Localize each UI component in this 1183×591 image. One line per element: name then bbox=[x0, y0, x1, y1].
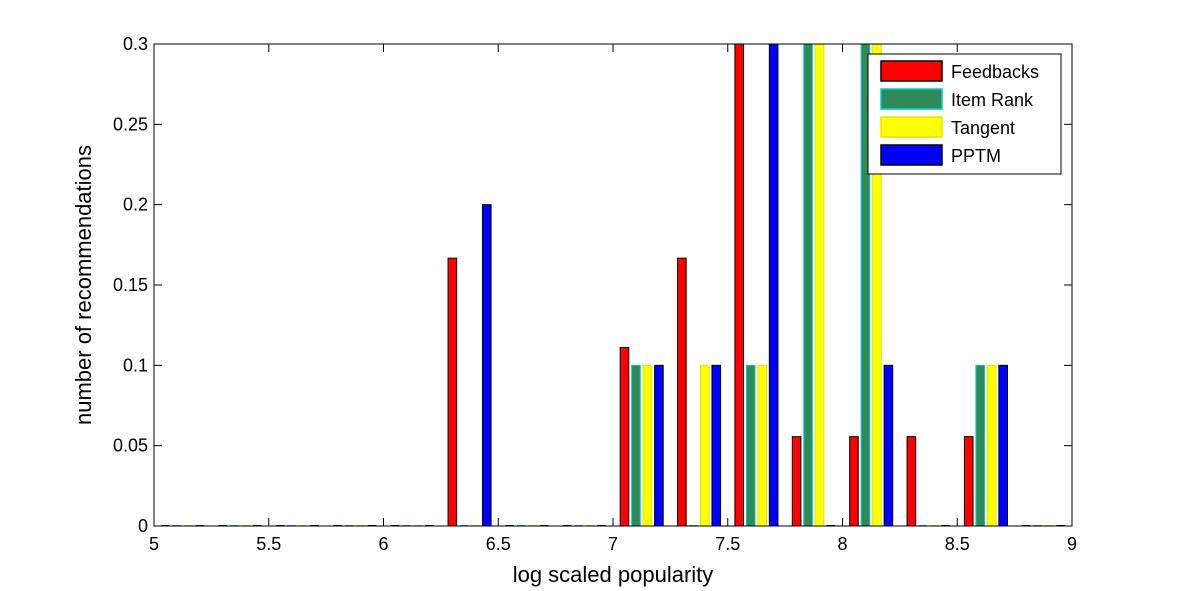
bar-item-rank bbox=[745, 364, 756, 526]
x-tick-label: 6.5 bbox=[486, 534, 511, 554]
bar-item-rank bbox=[975, 364, 986, 526]
bar-tangent bbox=[986, 364, 997, 526]
bar-feedbacks bbox=[791, 436, 802, 526]
y-tick-label: 0.25 bbox=[113, 114, 148, 134]
x-tick-label: 7.5 bbox=[715, 534, 740, 554]
legend-label: PPTM bbox=[951, 146, 1001, 166]
x-tick-label: 8 bbox=[837, 534, 847, 554]
legend-swatch-feedbacks bbox=[880, 60, 943, 82]
x-axis: 5 5.5 6 6.5 7 7.5 8 8.5 9 bbox=[149, 44, 1077, 554]
bar-item-rank bbox=[803, 44, 813, 526]
x-tick-label: 6 bbox=[378, 534, 388, 554]
legend-swatch-pptm bbox=[880, 144, 943, 166]
bar-tangent bbox=[872, 44, 882, 526]
bar-pptm bbox=[998, 364, 1008, 526]
bar-feedbacks bbox=[619, 347, 630, 526]
bar-group bbox=[447, 44, 1008, 526]
bar-pptm bbox=[654, 364, 664, 526]
legend-label: Feedbacks bbox=[951, 62, 1039, 82]
bar-item-rank bbox=[860, 44, 871, 526]
bar-tangent bbox=[757, 364, 767, 526]
bar-feedbacks bbox=[849, 436, 859, 526]
bar-feedbacks bbox=[447, 257, 458, 526]
bar-feedbacks bbox=[734, 44, 745, 526]
x-tick-label: 8.5 bbox=[945, 534, 970, 554]
legend-swatch-tangent bbox=[880, 116, 943, 138]
bar-feedbacks bbox=[677, 257, 687, 526]
x-tick-label: 9 bbox=[1067, 534, 1077, 554]
y-axis: 0 0.05 0.1 0.15 0.2 0.25 0.3 bbox=[113, 34, 1072, 536]
bar-tangent bbox=[700, 364, 710, 526]
y-tick-label: 0.2 bbox=[123, 195, 148, 215]
y-tick-label: 0.1 bbox=[123, 355, 148, 375]
legend: Feedbacks Item Rank Tangent PPTM bbox=[867, 53, 1062, 175]
x-axis-label: log scaled popularity bbox=[513, 562, 714, 587]
y-tick-label: 0.3 bbox=[123, 34, 148, 54]
bar-pptm bbox=[768, 44, 779, 526]
bar-pptm bbox=[481, 204, 492, 526]
legend-label: Tangent bbox=[951, 118, 1015, 138]
legend-label: Item Rank bbox=[951, 90, 1034, 110]
x-tick-label: 5 bbox=[149, 534, 159, 554]
bar-tangent bbox=[642, 364, 653, 526]
y-tick-label: 0 bbox=[138, 516, 148, 536]
bar-item-rank bbox=[631, 364, 641, 526]
y-tick-label: 0.15 bbox=[113, 275, 148, 295]
bar-tangent bbox=[814, 44, 825, 526]
bar-pptm bbox=[883, 364, 894, 526]
bar-pptm bbox=[711, 364, 722, 526]
bar-feedbacks bbox=[963, 436, 974, 526]
legend-swatch-item-rank bbox=[880, 88, 943, 110]
x-tick-label: 5.5 bbox=[256, 534, 281, 554]
y-tick-label: 0.05 bbox=[113, 436, 148, 456]
bar-feedbacks bbox=[906, 436, 917, 526]
x-tick-label: 7 bbox=[608, 534, 618, 554]
y-axis-label: number of recommendations bbox=[71, 145, 96, 425]
